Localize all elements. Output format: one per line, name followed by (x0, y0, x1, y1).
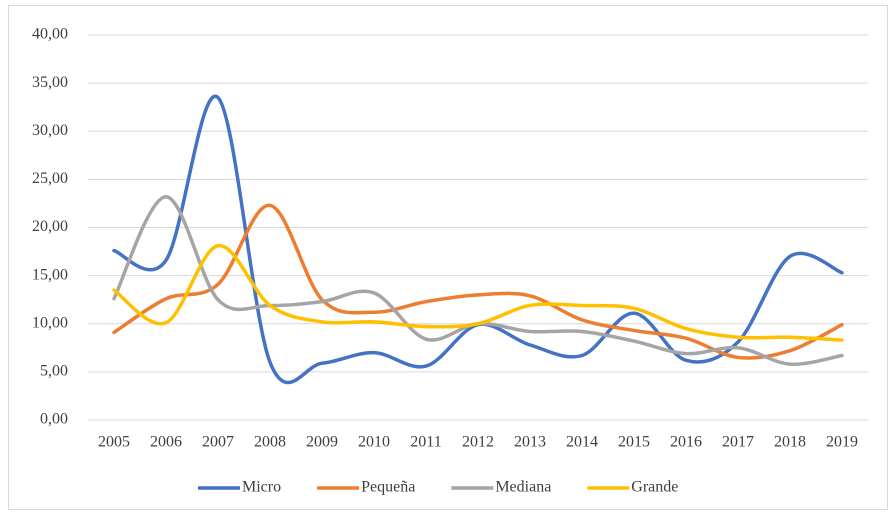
series-line (112, 94, 844, 385)
y-tick-label: 40,00 (32, 26, 68, 43)
x-tick-label: 2010 (358, 434, 390, 451)
y-tick-label: 30,00 (32, 122, 68, 139)
y-tick-label: 10,00 (32, 314, 68, 331)
legend-label: Mediana (495, 479, 551, 496)
x-tick-label: 2012 (462, 434, 494, 451)
y-tick-label: 15,00 (32, 266, 68, 283)
y-tick-label: 35,00 (32, 74, 68, 91)
x-tick-label: 2006 (150, 434, 182, 451)
legend-label: Grande (631, 479, 678, 496)
x-tick-label: 2019 (826, 434, 858, 451)
legend-label: Micro (242, 479, 281, 496)
x-tick-label: 2015 (618, 434, 650, 451)
legend-label: Pequeña (361, 479, 415, 496)
series-line (112, 194, 844, 366)
x-tick-label: 2011 (410, 434, 441, 451)
x-tick-label: 2008 (254, 434, 286, 451)
y-tick-label: 20,00 (32, 218, 68, 235)
y-tick-label: 5,00 (40, 363, 68, 380)
x-tick-label: 2005 (98, 434, 130, 451)
x-tick-label: 2014 (566, 434, 598, 451)
x-tick-label: 2009 (306, 434, 338, 451)
x-tick-label: 2016 (670, 434, 702, 451)
chart-border (8, 5, 888, 510)
series-line (112, 244, 844, 342)
y-tick-label: 25,00 (32, 170, 68, 187)
y-tick-label: 0,00 (40, 411, 68, 428)
x-tick-label: 2017 (722, 434, 754, 451)
x-tick-label: 2018 (774, 434, 806, 451)
x-tick-label: 2007 (202, 434, 234, 451)
x-tick-label: 2013 (514, 434, 546, 451)
